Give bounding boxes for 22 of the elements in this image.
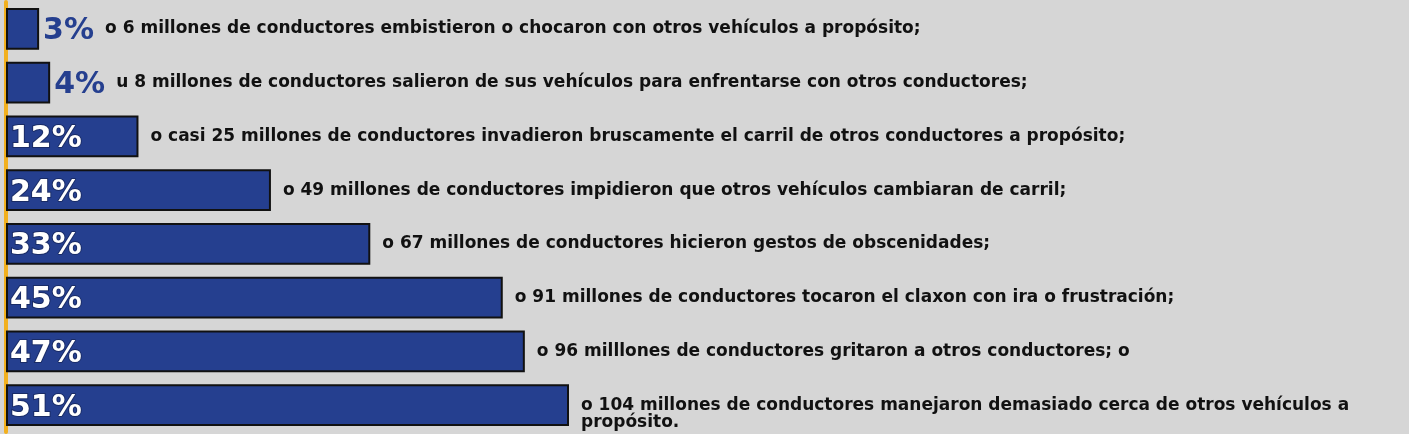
annotation: u 8 millones de conductores salieron de sus vehículos para enfrentarse con otros conductores; xyxy=(116,71,1028,92)
data-label: 47% xyxy=(10,333,82,369)
annotation: o 6 millones de conductores embistieron o chocaron con otros vehículos a propósito; xyxy=(105,17,921,38)
annotation: o 49 millones de conductores impidieron que otros vehículos cambiaran de carril; xyxy=(282,178,1067,199)
data-label: 33% xyxy=(10,226,82,262)
bar xyxy=(6,61,51,104)
data-label: 4% xyxy=(54,65,106,101)
annotation: o 67 millones de conductores hicieron gestos de obscenidades; xyxy=(382,232,991,253)
bar xyxy=(6,384,569,427)
annotation: o 91 millones de conductores tocaron el claxon con ira o frustración; xyxy=(514,286,1175,307)
data-label: 3% xyxy=(43,11,95,47)
bar xyxy=(6,330,525,373)
data-label: 12% xyxy=(10,118,82,154)
text: o 104 millones de conductores manejaron demasiado cerca de otros vehículos a propósito. xyxy=(581,393,1356,431)
annotation: o casi 25 millones de conductores invadieron bruscamente el carril de otros conductores a propósito; xyxy=(150,124,1126,145)
data-label: 45% xyxy=(10,280,82,316)
bar xyxy=(6,7,40,50)
data-label: 51% xyxy=(10,387,82,423)
bar xyxy=(6,222,371,265)
data-label: 24% xyxy=(10,172,82,208)
bar xyxy=(6,276,503,319)
annotation: o 96 milllones de conductores gritaron a otros conductores; o xyxy=(536,339,1130,360)
